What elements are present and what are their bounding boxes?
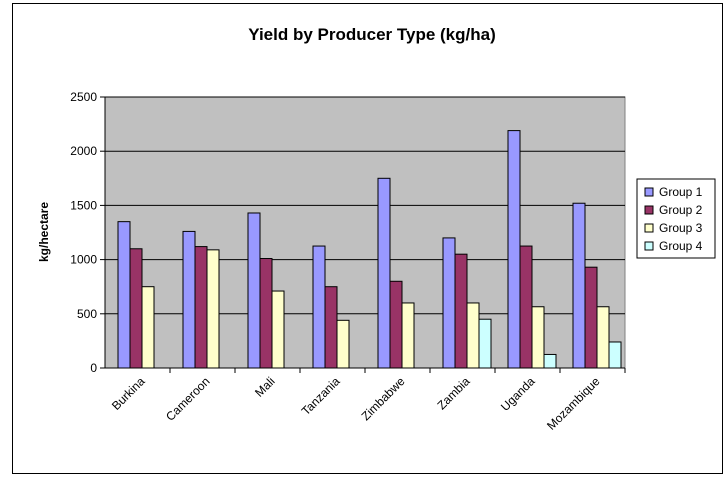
- bar: [271, 290, 285, 369]
- bar: [259, 258, 273, 369]
- y-tick-label: 500: [77, 307, 97, 321]
- y-tick-labels: 0 500 1000 1500 2000 2500: [70, 90, 97, 375]
- bar: [543, 353, 557, 369]
- axes: [100, 96, 626, 373]
- legend-label: Group 4: [659, 239, 703, 253]
- x-tick-label: Tanzania: [299, 374, 343, 418]
- y-tick-label: 2500: [70, 90, 97, 104]
- bar: [507, 130, 521, 369]
- bar: [401, 302, 415, 369]
- bar: [117, 221, 131, 369]
- chart-title: Yield by Producer Type (kg/ha): [248, 25, 496, 44]
- legend-label: Group 2: [659, 203, 703, 217]
- bar: [312, 245, 326, 369]
- bar: [466, 302, 480, 369]
- legend-label: Group 1: [659, 185, 703, 199]
- x-tick-label: Mozambique: [544, 374, 603, 433]
- x-tick-label: Cameroon: [163, 374, 213, 424]
- bar: [608, 341, 622, 369]
- x-tick-label: Zambia: [434, 374, 472, 412]
- x-tick-label: Uganda: [498, 374, 538, 414]
- legend-swatch: [644, 223, 654, 233]
- bar: [454, 253, 468, 369]
- bar: [389, 280, 403, 369]
- bar: [584, 266, 598, 369]
- x-tick-label: Mali: [252, 374, 277, 399]
- bar: [336, 319, 350, 369]
- y-axis-label: kg/hectare: [37, 202, 51, 262]
- x-tick-labels: Burkina Cameroon Mali Tanzania Zimbabwe Zambi…: [109, 374, 603, 433]
- bar: [442, 237, 456, 369]
- legend: Group 1 Group 2 Group 3 Group 4: [636, 178, 716, 259]
- bar: [182, 230, 196, 369]
- bar: [572, 202, 586, 369]
- legend-swatch: [644, 187, 654, 197]
- bar: [194, 246, 208, 369]
- x-tick-label: Burkina: [109, 374, 148, 413]
- y-tick-label: 1000: [70, 253, 97, 267]
- x-tick-label: Zimbabwe: [359, 374, 408, 423]
- bars: [117, 130, 622, 369]
- bar: [324, 286, 338, 369]
- bar: [531, 306, 545, 369]
- legend-label: Group 3: [659, 221, 703, 235]
- bar: [377, 177, 391, 369]
- bar: [141, 286, 155, 369]
- bar: [247, 212, 261, 369]
- legend-swatch: [644, 241, 654, 251]
- legend-swatch: [644, 205, 654, 215]
- y-tick-label: 0: [90, 361, 97, 375]
- bar: [129, 248, 143, 369]
- bar: [206, 249, 220, 369]
- y-tick-label: 2000: [70, 144, 97, 158]
- y-tick-label: 1500: [70, 198, 97, 212]
- bar: [519, 245, 533, 369]
- bar: [478, 318, 492, 369]
- bar: [596, 306, 610, 369]
